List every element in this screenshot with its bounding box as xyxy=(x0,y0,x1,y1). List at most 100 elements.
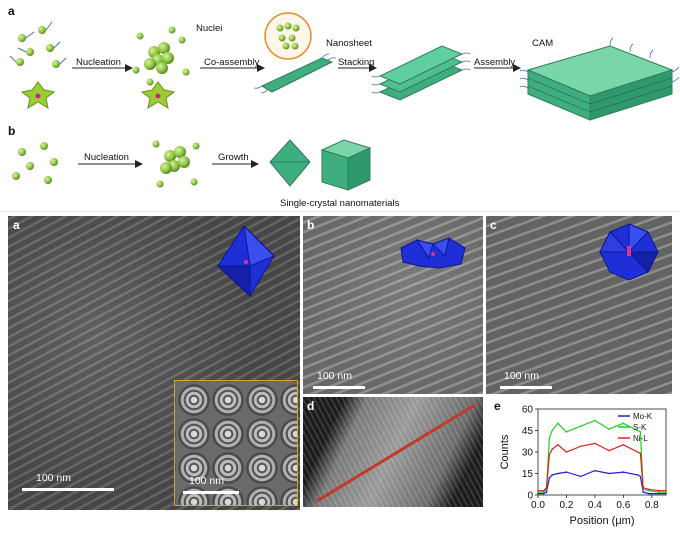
monomer-spheres-a xyxy=(9,21,67,68)
panel-label-b: b xyxy=(307,218,315,232)
plot-frame xyxy=(537,408,667,496)
data-point-mo-k xyxy=(557,472,559,475)
stacked-sheets-icon xyxy=(371,45,471,101)
panel-label-c: c xyxy=(490,218,497,232)
panel-label-a: a xyxy=(13,218,20,232)
data-point-mo-k xyxy=(639,475,642,478)
data-point-mo-k xyxy=(622,471,625,473)
data-point-ni-l xyxy=(542,489,545,492)
legend-label: Ni-L xyxy=(633,434,648,443)
data-point-mo-k xyxy=(608,472,610,475)
data-point-mo-k xyxy=(537,492,539,495)
data-point-s-k xyxy=(542,491,545,493)
y-tick-label: 0 xyxy=(527,491,533,502)
x-tick-label: 0.2 xyxy=(559,500,573,511)
data-point-ni-l xyxy=(551,448,554,450)
x-tick-label: 0.4 xyxy=(588,500,602,511)
data-point-s-k xyxy=(537,491,539,493)
monomer-spheres-b xyxy=(12,142,58,184)
x-tick-label: 0.0 xyxy=(531,500,545,511)
panel-label-scheme-b: b xyxy=(8,124,16,138)
label-assembly: Assembly xyxy=(474,57,516,68)
tem-micrograph-a: 100 nm 100 nm xyxy=(8,216,300,510)
data-point-mo-k xyxy=(636,474,639,476)
co-assembly-zoom xyxy=(264,12,312,60)
data-point-mo-k xyxy=(551,474,554,476)
label-stacking: Stacking xyxy=(338,57,375,68)
label-cam: CAM xyxy=(532,38,554,49)
x-tick-label: 0.6 xyxy=(616,500,630,511)
scale-text-a: 100 nm xyxy=(36,472,72,484)
tem-micrograph-c: 100 nm xyxy=(486,216,672,394)
data-point-s-k xyxy=(551,429,554,432)
data-point-ni-l xyxy=(579,445,582,448)
data-point-s-k xyxy=(548,436,551,439)
data-point-s-k xyxy=(622,422,625,425)
data-point-ni-l xyxy=(548,454,551,456)
nanosheet-icon xyxy=(260,57,334,93)
label-nucleation-b: Nucleation xyxy=(84,152,129,163)
data-point-mo-k xyxy=(545,491,548,493)
label-nuclei: Nuclei xyxy=(196,23,223,34)
polyhedron-icon-b xyxy=(400,237,466,269)
data-point-mo-k xyxy=(542,492,545,495)
label-single-crystal: Single-crystal nanomaterials xyxy=(280,198,400,209)
data-point-ni-l xyxy=(565,451,568,453)
data-point-s-k xyxy=(557,422,559,425)
data-point-s-k xyxy=(565,431,568,433)
polyhedron-icon-a xyxy=(216,226,275,298)
scale-text-c: 100 nm xyxy=(504,370,540,382)
x-tick-label: 0.8 xyxy=(645,500,659,511)
scale-bar-c xyxy=(500,386,552,389)
data-point-s-k xyxy=(642,488,645,491)
data-point-mo-k xyxy=(648,492,650,495)
inset-micrograph: 100 nm xyxy=(174,380,298,506)
panel-label-scheme-a: a xyxy=(8,4,15,18)
data-point-ni-l xyxy=(639,452,642,455)
legend-label: Mo-K xyxy=(633,412,653,421)
tem-micrograph-b: 100 nm xyxy=(303,216,483,394)
y-axis-label: Counts xyxy=(499,434,511,469)
inset-scale-text: 100 nm xyxy=(189,475,225,487)
nuclei-cluster-b xyxy=(152,140,200,188)
data-point-ni-l xyxy=(537,489,539,492)
data-point-ni-l xyxy=(557,444,559,446)
label-nucleation-a: Nucleation xyxy=(76,57,121,68)
data-point-ni-l xyxy=(658,489,660,492)
data-point-s-k xyxy=(579,425,582,427)
panel-label-d: d xyxy=(307,399,315,413)
data-point-mo-k xyxy=(548,477,551,479)
y-tick-label: 30 xyxy=(522,448,534,459)
y-tick-label: 60 xyxy=(522,405,534,416)
data-point-ni-l xyxy=(545,487,548,489)
scale-text-b: 100 nm xyxy=(317,370,353,382)
label-growth: Growth xyxy=(218,152,249,163)
data-point-ni-l xyxy=(594,442,596,445)
nuclei-cluster-a xyxy=(132,26,190,86)
data-point-s-k xyxy=(608,428,610,430)
data-point-mo-k xyxy=(658,492,660,495)
data-point-ni-l xyxy=(648,488,650,491)
data-point-ni-l xyxy=(642,487,645,489)
y-tick-label: 15 xyxy=(522,469,534,480)
data-point-ni-l xyxy=(665,489,667,492)
data-point-mo-k xyxy=(565,471,568,473)
scale-bar-a xyxy=(22,488,114,491)
panel-label-e: e xyxy=(494,399,501,413)
data-point-mo-k xyxy=(665,492,667,495)
polyhedron-icon-c xyxy=(599,223,659,281)
legend-label: S-K xyxy=(633,423,647,432)
data-point-s-k xyxy=(636,429,639,432)
stem-micrograph-d xyxy=(303,397,483,507)
cubic-crystal-icon xyxy=(320,139,372,191)
scheme-drawing xyxy=(0,12,680,212)
data-point-ni-l xyxy=(608,449,610,452)
data-point-mo-k xyxy=(594,469,596,472)
data-point-ni-l xyxy=(636,451,639,453)
data-point-s-k xyxy=(639,431,642,433)
data-point-s-k xyxy=(665,491,667,493)
data-point-s-k xyxy=(594,419,596,422)
label-nanosheet: Nanosheet xyxy=(326,38,372,49)
data-point-s-k xyxy=(648,489,650,492)
x-axis-label: Position (μm) xyxy=(569,515,634,527)
